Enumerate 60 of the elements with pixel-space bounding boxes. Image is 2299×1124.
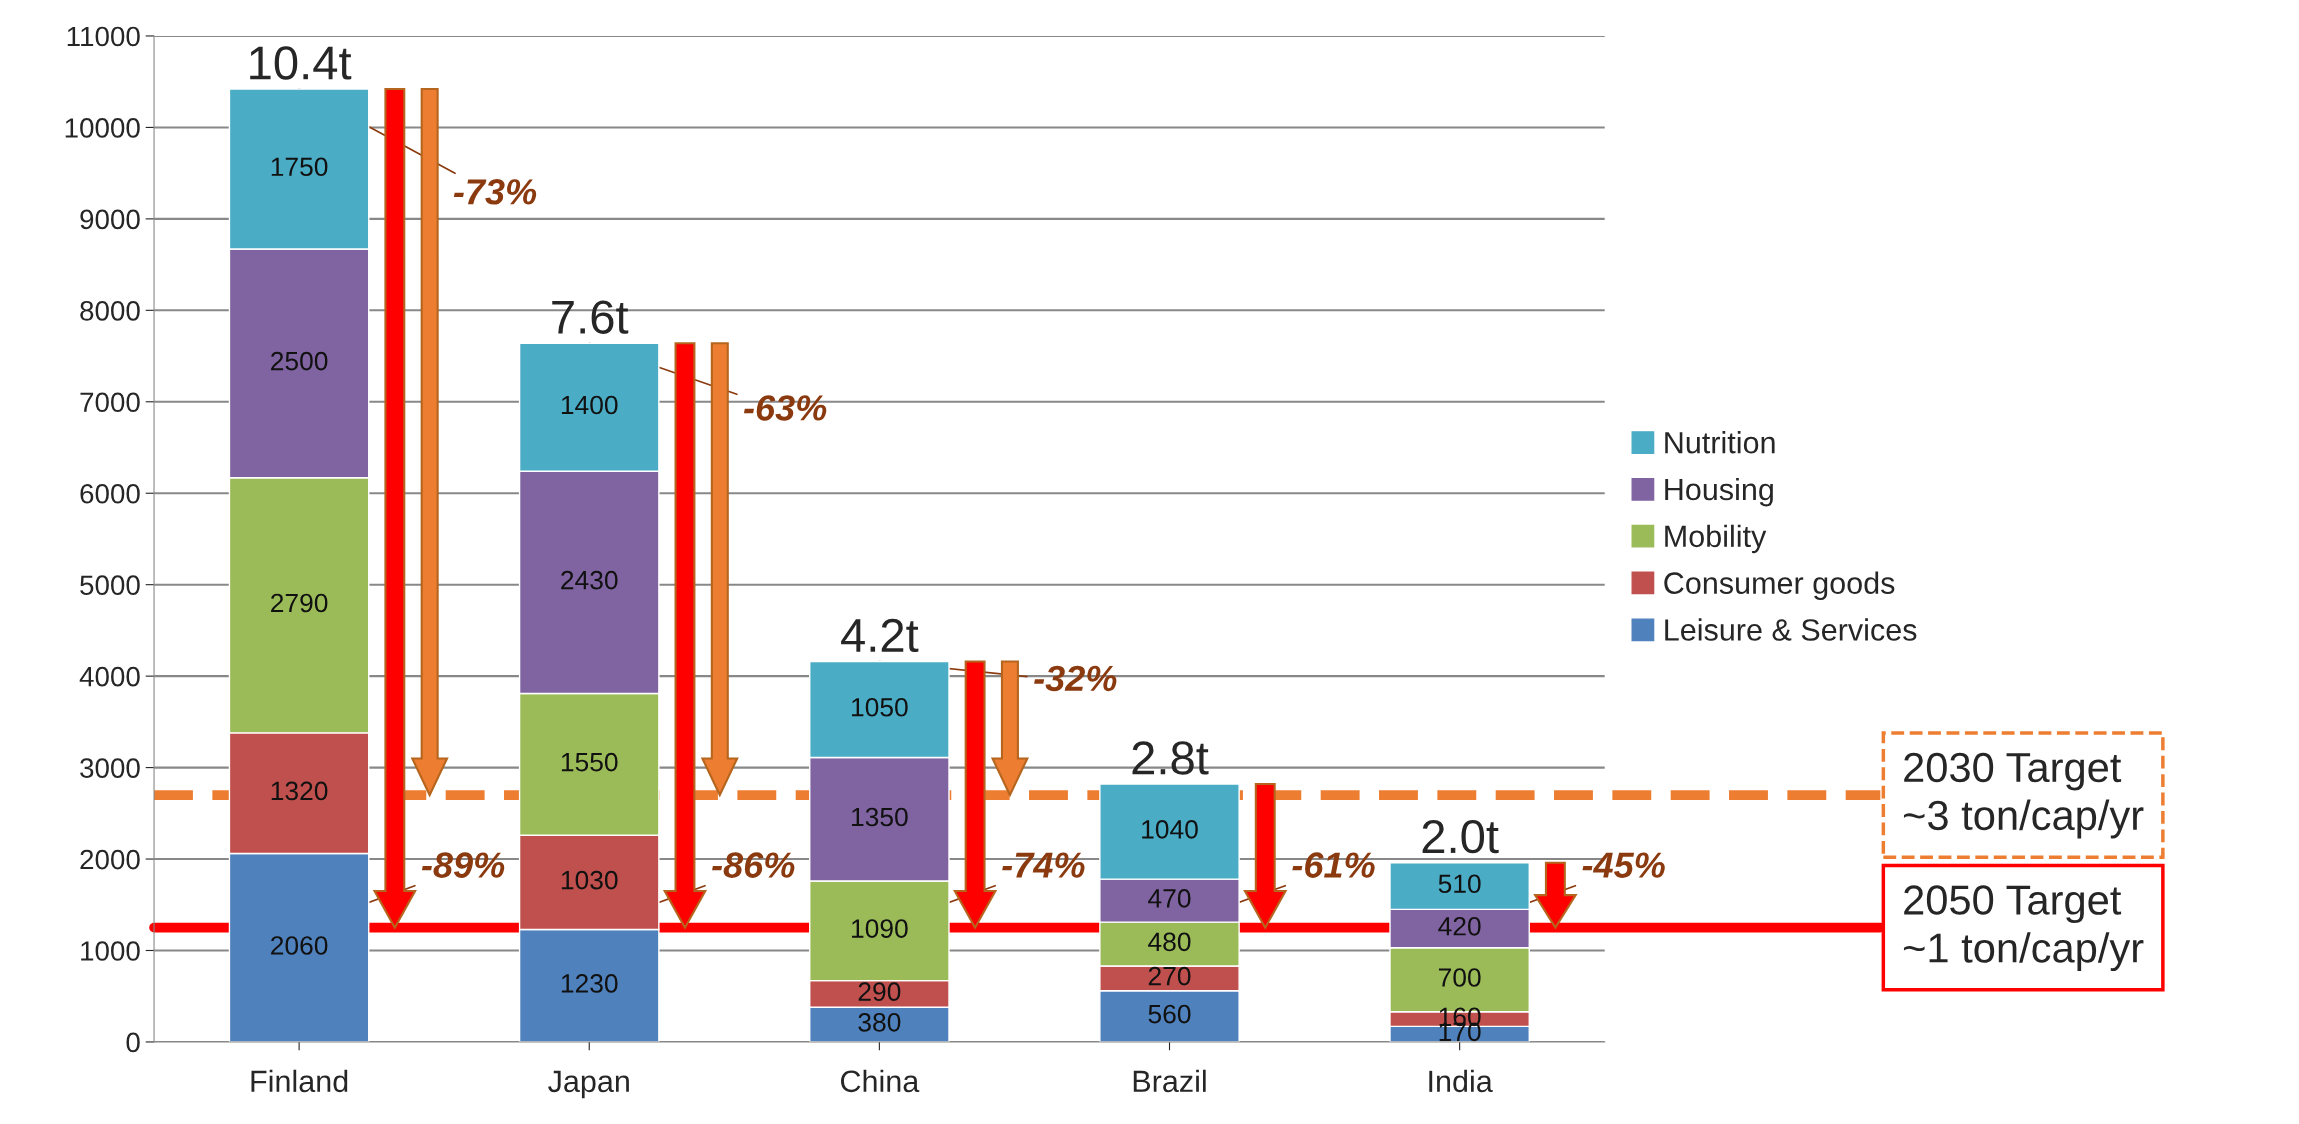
data-label: 1230 [561, 974, 618, 993]
total-label: 4.2t [841, 618, 919, 653]
y-tick-label: 11000 [67, 26, 140, 47]
y-tick-label: 2000 [80, 849, 140, 870]
y-tick-label: 5000 [80, 575, 140, 596]
y-tick-label: 0 [126, 1032, 140, 1053]
data-label: 1350 [852, 807, 908, 827]
data-label: 1750 [271, 157, 328, 177]
total-label: 2.8t [1132, 741, 1209, 775]
y-tick-label: 6000 [80, 483, 140, 504]
x-tick-label: Brazil [1133, 1069, 1206, 1093]
y-tick-label: 10000 [65, 118, 140, 138]
ref-line-label: 2030 Target ~3 ton/cap/yr [1903, 752, 2144, 839]
annotation: -61% [1292, 852, 1375, 878]
annotation: -86% [712, 852, 795, 878]
annotation: -73% [453, 179, 537, 205]
data-label: 1090 [852, 919, 908, 938]
data-label: 2500 [271, 351, 328, 371]
x-tick-label: India [1429, 1069, 1493, 1093]
data-label: 290 [858, 982, 901, 1002]
legend-label: Consumer goods [1664, 571, 1895, 601]
data-label: 1050 [852, 697, 908, 717]
y-tick-label: 9000 [80, 209, 140, 230]
x-tick-label: Finland [251, 1069, 348, 1093]
ref-line-label: 2050 Target ~1 ton/cap/yr [1903, 885, 2144, 971]
legend-label: Housing [1665, 477, 1773, 507]
total-label: 10.4t [250, 46, 352, 80]
data-label: 420 [1438, 916, 1481, 936]
data-label: 2060 [271, 936, 328, 955]
legend-label: Leisure & Services [1665, 618, 1917, 641]
y-tick-label: 3000 [80, 758, 140, 778]
legend-label: Mobility [1665, 524, 1767, 554]
annotation: -45% [1582, 852, 1665, 878]
data-label: 700 [1438, 968, 1481, 987]
data-label: 510 [1438, 874, 1481, 894]
data-label: 470 [1148, 889, 1191, 908]
y-tick-label: 8000 [80, 300, 140, 321]
total-label: 2.0t [1422, 819, 1499, 854]
data-label: 1030 [561, 870, 618, 890]
y-tick-label: 1000 [81, 941, 140, 961]
data-label: 380 [858, 1012, 901, 1032]
data-label: 2790 [271, 593, 328, 613]
annotation: -89% [421, 852, 505, 878]
data-label: 480 [1148, 932, 1191, 952]
total-label: 7.6t [552, 300, 629, 334]
annotation: -32% [1034, 665, 1117, 692]
data-label: 2430 [561, 570, 618, 590]
data-label: 1400 [561, 395, 618, 415]
data-label: 1550 [561, 752, 618, 772]
data-label: 1040 [1142, 820, 1198, 839]
y-tick-label: 7000 [80, 392, 140, 413]
annotation: -63% [743, 395, 827, 421]
legend-label: Nutrition [1665, 431, 1775, 454]
annotation: -74% [1002, 852, 1085, 878]
x-tick-label: Japan [548, 1070, 629, 1099]
data-label: 1320 [271, 781, 328, 801]
y-tick-label: 4000 [79, 666, 140, 687]
x-tick-label: China [841, 1069, 920, 1093]
data-label: 270 [1148, 966, 1191, 986]
data-label: 560 [1148, 1004, 1191, 1024]
